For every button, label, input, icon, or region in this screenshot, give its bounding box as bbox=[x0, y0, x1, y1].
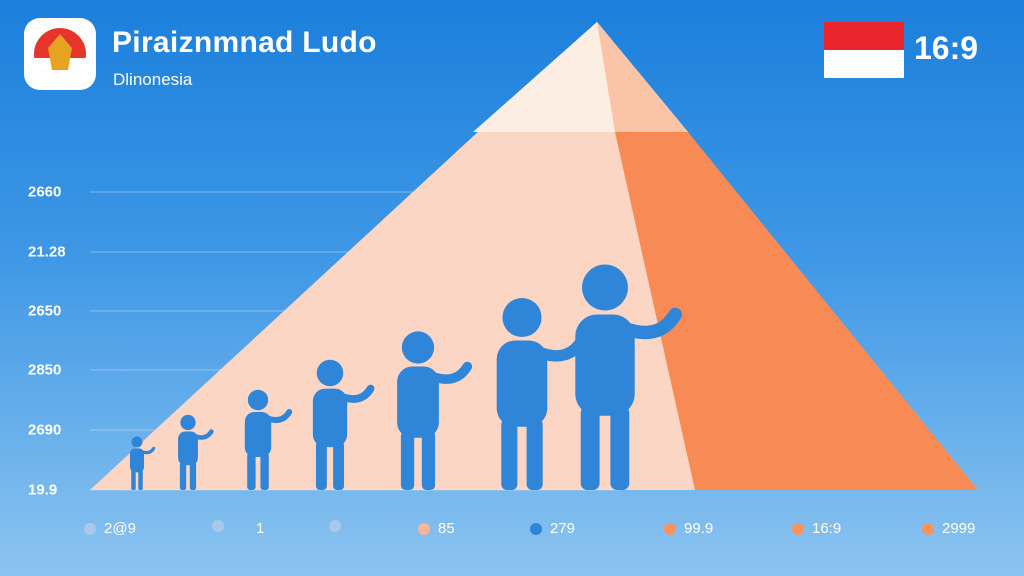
pyramid-side bbox=[615, 132, 978, 490]
person-head bbox=[401, 331, 435, 364]
person-leg bbox=[501, 418, 518, 490]
person bbox=[312, 359, 375, 490]
subtitle: Dlinonesia bbox=[113, 70, 193, 89]
person-leg bbox=[189, 462, 197, 490]
legend-item: 99.9 bbox=[664, 520, 713, 537]
person-head bbox=[180, 414, 196, 431]
legend-swatch bbox=[922, 522, 934, 535]
person-arm bbox=[337, 384, 375, 403]
person-leg bbox=[179, 462, 187, 490]
legend-label: 16:9 bbox=[812, 520, 842, 537]
person-body bbox=[496, 340, 548, 427]
axis-label: 19.9 bbox=[28, 481, 58, 499]
person bbox=[178, 414, 214, 490]
legend-swatch bbox=[329, 520, 341, 532]
person-head bbox=[316, 359, 344, 387]
person-leg bbox=[131, 470, 136, 490]
person-leg bbox=[526, 418, 543, 490]
person bbox=[575, 264, 682, 490]
logo-garuda bbox=[48, 34, 72, 70]
pyramid-top-shade bbox=[597, 22, 688, 132]
legend-item: 16:9 bbox=[792, 520, 841, 537]
person-head bbox=[131, 436, 143, 448]
person-leg bbox=[247, 452, 256, 490]
person-body bbox=[129, 448, 145, 473]
legend-swatch bbox=[418, 522, 430, 535]
person bbox=[129, 436, 156, 490]
legend-label: 279 bbox=[550, 520, 576, 537]
legend-swatch bbox=[664, 522, 676, 535]
person-arm bbox=[139, 446, 156, 455]
person-leg bbox=[421, 431, 436, 490]
legend-item: 279 bbox=[530, 520, 575, 537]
axis-label: 2850 bbox=[28, 361, 62, 379]
person-body bbox=[312, 388, 348, 448]
person bbox=[397, 331, 473, 490]
legend-item: 2@9 bbox=[84, 520, 136, 537]
legend-item: 1 bbox=[256, 520, 264, 537]
person-head bbox=[502, 297, 542, 338]
person-body bbox=[244, 412, 272, 457]
person-leg bbox=[610, 406, 630, 490]
person-leg bbox=[580, 406, 600, 490]
flag-white bbox=[824, 50, 904, 78]
person bbox=[244, 389, 293, 490]
axis-label: 2690 bbox=[28, 421, 62, 439]
legend-swatch bbox=[84, 522, 96, 535]
legend-label: 2@9 bbox=[104, 520, 136, 537]
person-arm bbox=[617, 307, 682, 340]
legend-dot bbox=[329, 520, 341, 532]
badge: 16:9 bbox=[914, 30, 979, 66]
axis-label: 2650 bbox=[28, 302, 62, 320]
legend-label: 2999 bbox=[942, 520, 976, 537]
legend-swatch bbox=[792, 522, 804, 535]
person-head bbox=[247, 389, 269, 411]
person-arm bbox=[426, 361, 473, 384]
axis-label: 2660 bbox=[28, 183, 62, 201]
legend-dot bbox=[212, 520, 224, 532]
person-arm bbox=[263, 408, 293, 423]
axis-label: 21.28 bbox=[28, 243, 66, 261]
person-head bbox=[582, 264, 628, 311]
person-leg bbox=[400, 431, 415, 490]
silhouettes bbox=[129, 264, 682, 490]
legend-label: 99.9 bbox=[684, 520, 714, 537]
legend-label: 85 bbox=[438, 520, 455, 537]
person-body bbox=[575, 314, 635, 416]
person-arm bbox=[192, 429, 214, 440]
legend-swatch bbox=[530, 522, 542, 535]
legend-label: 1 bbox=[256, 520, 265, 537]
person-body bbox=[397, 366, 439, 438]
legend-item: 2999 bbox=[922, 520, 975, 537]
person-body bbox=[178, 431, 198, 466]
person-leg bbox=[333, 441, 345, 490]
logo-emblem-bottom bbox=[34, 58, 86, 84]
person-leg bbox=[138, 470, 143, 490]
person-leg bbox=[260, 452, 269, 490]
flag-red bbox=[824, 22, 904, 50]
person-leg bbox=[315, 441, 327, 490]
legend-item: 85 bbox=[418, 520, 455, 537]
title: Piraiznmnad Ludo bbox=[112, 26, 377, 59]
legend-swatch bbox=[212, 520, 224, 532]
